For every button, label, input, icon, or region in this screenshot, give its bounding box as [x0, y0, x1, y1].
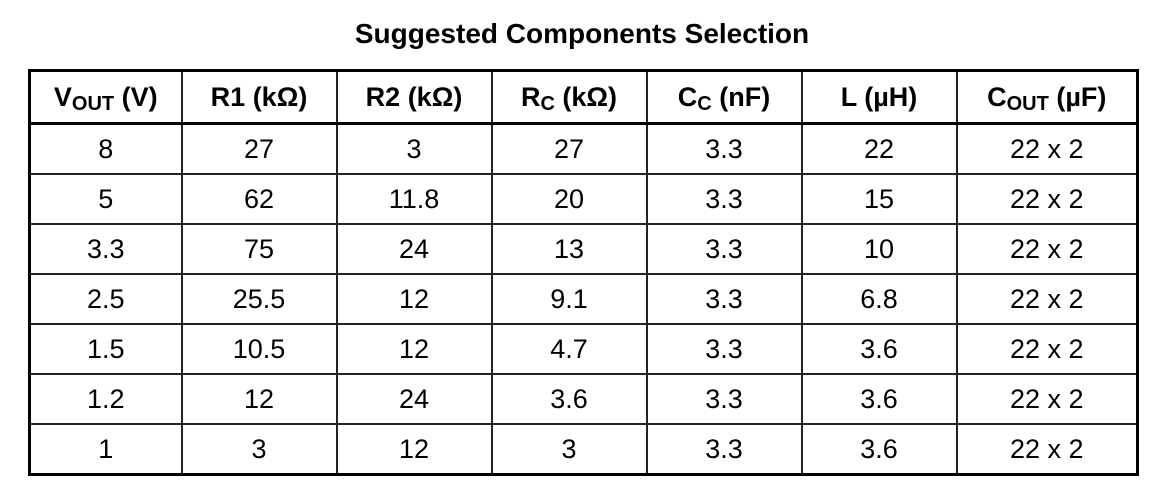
header-unit: (kΩ) [562, 81, 618, 112]
header-symbol: V [53, 81, 72, 112]
table-row: 3.3 75 24 13 3.3 10 22 x 2 [28, 223, 1139, 275]
table-cell: 3.3 [645, 173, 803, 225]
table-cell: 10 [800, 223, 958, 275]
header-unit: (µF) [1056, 81, 1107, 112]
title: Suggested Components Selection [354, 18, 810, 49]
header-unit: (nF) [719, 81, 771, 112]
table-cell: 22 x 2 [955, 273, 1139, 325]
header-unit: (V) [121, 81, 158, 112]
column-header: COUT (µF) [955, 69, 1139, 125]
header-symbol: C [987, 81, 1007, 112]
table-cell: 75 [180, 223, 338, 275]
table-cell: 5 [28, 173, 183, 225]
header-subscript: OUT [1006, 92, 1049, 115]
column-header: VOUT (V) [28, 69, 183, 125]
column-header: R1 (kΩ) [180, 69, 338, 125]
table-cell: 3.6 [800, 423, 958, 476]
table-cell: 20 [490, 173, 648, 225]
table-cell: 3.6 [800, 373, 958, 425]
table-cell: 25.5 [180, 273, 338, 325]
column-header: R2 (kΩ) [335, 69, 493, 125]
header-row: VOUT (V) R1 (kΩ) R2 (kΩ) RC (kΩ) CC (nF) L (µ… [28, 69, 1139, 125]
table-cell: 3.3 [645, 373, 803, 425]
table-row: 5 62 11.8 20 3.3 15 22 x 2 [28, 173, 1139, 225]
table-cell: 12 [335, 423, 493, 476]
table-cell: 1.5 [28, 323, 183, 375]
table-cell: 2.5 [28, 273, 183, 325]
table-cell: 8 [28, 122, 183, 175]
table-cell: 62 [180, 173, 338, 225]
table-row: 1.2 12 24 3.6 3.3 3.6 22 x 2 [28, 373, 1139, 425]
table-cell: 3 [180, 423, 338, 476]
table-cell: 3.6 [800, 323, 958, 375]
table-cell: 22 x 2 [955, 423, 1139, 476]
table-row: 2.5 25.5 12 9.1 3.3 6.8 22 x 2 [28, 273, 1139, 325]
table-cell: 24 [335, 373, 493, 425]
column-header: L (µH) [800, 69, 958, 125]
table-cell: 3.3 [645, 122, 803, 175]
table-cell: 1.2 [28, 373, 183, 425]
table-cell: 24 [335, 223, 493, 275]
header-symbol: C [677, 81, 698, 112]
header-unit: (µH) [864, 81, 918, 112]
table-cell: 6.8 [800, 273, 958, 325]
table-cell: 11.8 [335, 173, 493, 225]
table-cell: 10.5 [180, 323, 338, 375]
table-cell: 22 [800, 122, 958, 175]
header-subscript: C [697, 92, 712, 115]
header-symbol: R [520, 81, 541, 112]
table-cell: 3.6 [490, 373, 648, 425]
header-unit: (kΩ) [252, 81, 308, 112]
table-row: 8 27 3 27 3.3 22 22 x 2 [28, 122, 1139, 175]
header-symbol: R2 [365, 81, 401, 112]
table-cell: 12 [335, 323, 493, 375]
header-symbol: R1 [210, 81, 246, 112]
table-cell: 22 x 2 [955, 173, 1139, 225]
components-table: VOUT (V) R1 (kΩ) R2 (kΩ) RC (kΩ) CC (nF) L (µ… [28, 69, 1139, 476]
table-cell: 15 [800, 173, 958, 225]
header-symbol: L [840, 81, 857, 112]
table-cell: 27 [180, 122, 338, 175]
table-cell: 22 x 2 [955, 373, 1139, 425]
header-unit: (kΩ) [407, 81, 463, 112]
table-cell: 3 [490, 423, 648, 476]
table-cell: 3.3 [28, 223, 183, 275]
table-cell: 9.1 [490, 273, 648, 325]
table-cell: 3 [335, 122, 493, 175]
table-cell: 4.7 [490, 323, 648, 375]
table-cell: 13 [490, 223, 648, 275]
table-cell: 3.3 [645, 423, 803, 476]
table-cell: 22 x 2 [955, 323, 1139, 375]
table-cell: 3.3 [645, 273, 803, 325]
table-cell: 22 x 2 [955, 223, 1139, 275]
table-cell: 12 [180, 373, 338, 425]
header-subscript: C [540, 92, 555, 115]
table-cell: 3.3 [645, 323, 803, 375]
column-header: RC (kΩ) [490, 69, 648, 125]
table-cell: 1 [28, 423, 183, 476]
table-cell: 22 x 2 [955, 122, 1139, 175]
table-row: 1 3 12 3 3.3 3.6 22 x 2 [28, 423, 1139, 476]
column-header: CC (nF) [645, 69, 803, 125]
header-subscript: OUT [71, 92, 115, 115]
table-cell: 3.3 [645, 223, 803, 275]
table-cell: 12 [335, 273, 493, 325]
table-row: 1.5 10.5 12 4.7 3.3 3.6 22 x 2 [28, 323, 1139, 375]
table-cell: 27 [490, 122, 648, 175]
